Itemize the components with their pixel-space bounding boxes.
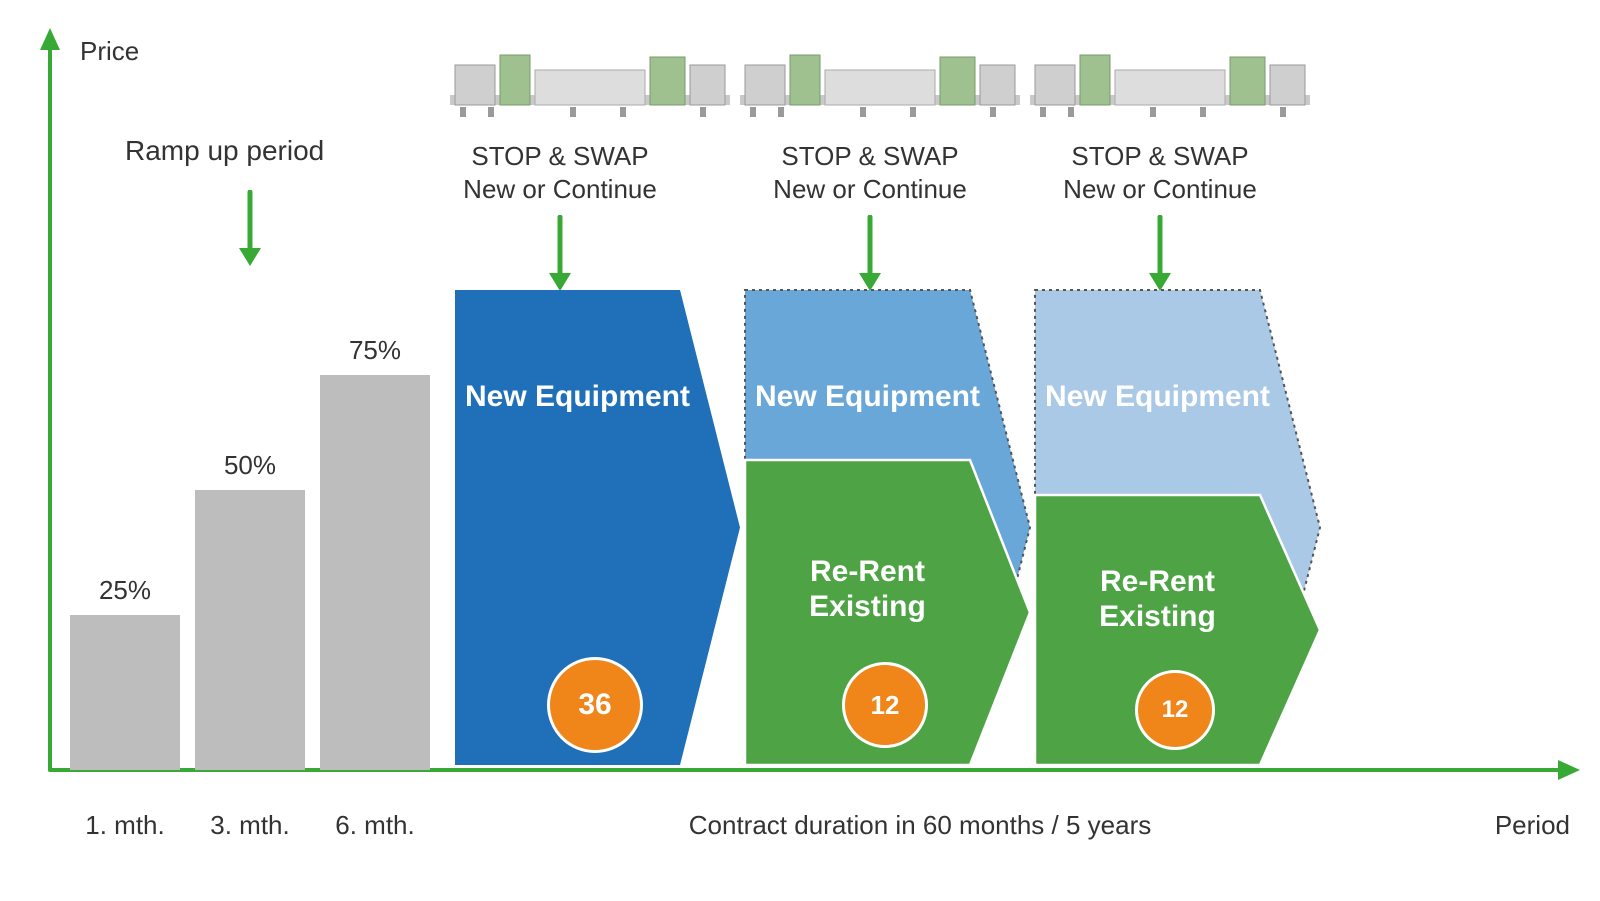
phase-title: New Equipment <box>1035 380 1280 415</box>
x-axis-center-label: Contract duration in 60 months / 5 years <box>570 810 1270 841</box>
ramp-title: Ramp up period <box>125 135 324 167</box>
ramp-month-label: 3. mth. <box>185 810 315 841</box>
phase-title: New Equipment <box>455 380 700 415</box>
equipment-image <box>740 45 1020 120</box>
equipment-image <box>450 45 730 120</box>
duration-badge: 12 <box>1135 670 1215 750</box>
swap-label: STOP & SWAP New or Continue <box>1030 140 1290 205</box>
down-arrow-icon <box>1145 215 1175 293</box>
swap-label: STOP & SWAP New or Continue <box>430 140 690 205</box>
phase-title: New Equipment <box>745 380 990 415</box>
ramp-bar-label: 25% <box>70 575 180 606</box>
x-axis-right-label: Period <box>1495 810 1570 841</box>
ramp-bar <box>320 375 430 770</box>
swap-label: STOP & SWAP New or Continue <box>740 140 1000 205</box>
phase-title: Re-Rent Existing <box>1035 565 1280 634</box>
duration-badge: 12 <box>842 662 928 748</box>
equipment-image <box>1030 45 1310 120</box>
ramp-month-label: 1. mth. <box>60 810 190 841</box>
ramp-bar-label: 75% <box>320 335 430 366</box>
infographic-stage: Price Ramp up period 25% 1. mth. 50% 3. mth… <box>0 0 1600 901</box>
y-axis-label: Price <box>80 36 139 67</box>
ramp-bar <box>70 615 180 770</box>
ramp-month-label: 6. mth. <box>310 810 440 841</box>
duration-badge: 36 <box>547 657 643 753</box>
phase-title: Re-Rent Existing <box>745 555 990 624</box>
ramp-bar <box>195 490 305 770</box>
ramp-bar-label: 50% <box>195 450 305 481</box>
down-arrow-icon <box>545 215 575 293</box>
down-arrow-icon <box>855 215 885 293</box>
down-arrow-icon <box>235 190 265 268</box>
